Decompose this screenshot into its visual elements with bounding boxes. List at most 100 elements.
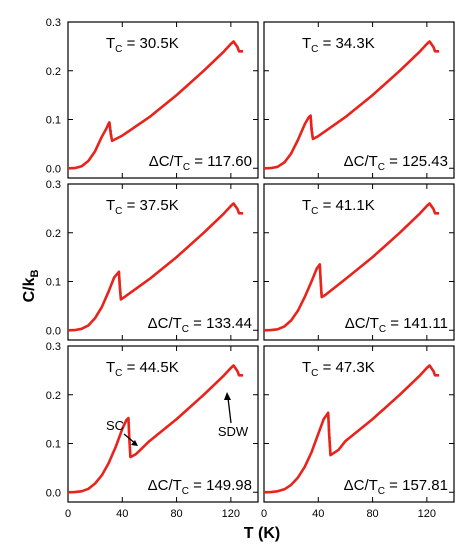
y-tick-label: 0.2: [46, 228, 61, 240]
x-tick-label: 0: [261, 508, 267, 520]
y-tick-label: 0.0: [46, 163, 61, 175]
tc-subscript: C: [115, 44, 122, 55]
heat-capacity-curve: [67, 202, 244, 332]
y-tick-label: 0.3: [46, 341, 61, 353]
ratio-subscript: C: [379, 324, 386, 335]
x-tick-label: 80: [170, 508, 182, 520]
transition-drop: [318, 264, 323, 298]
tc-label: TC = 34.3K: [302, 35, 375, 55]
x-tick-label: 120: [418, 508, 436, 520]
heat-capacity-curve: [67, 40, 244, 170]
heat-capacity-curve: [263, 364, 440, 494]
y-tick-label: 0.2: [46, 390, 61, 402]
heat-capacity-curve: [67, 364, 244, 494]
ratio-subscript: C: [183, 162, 190, 173]
tc-subscript: C: [115, 206, 122, 217]
sc-arrow-head: [131, 440, 138, 446]
x-axis-label: T (K): [244, 525, 280, 542]
tc-symbol: T: [106, 35, 115, 52]
tc-value: = 41.1K: [318, 197, 374, 214]
x-tick-label: 0: [65, 508, 71, 520]
tc-value: = 47.3K: [318, 359, 374, 376]
tc-value: = 34.3K: [318, 35, 374, 52]
tc-symbol: T: [302, 197, 311, 214]
panel-frame: [263, 345, 455, 503]
tc-value: = 37.5K: [122, 197, 178, 214]
y-axis-label-sub: B: [29, 270, 41, 278]
x-tick-label: 40: [312, 508, 324, 520]
tc-subscript: C: [311, 44, 318, 55]
tc-subscript: C: [311, 206, 318, 217]
ratio-subscript: C: [378, 486, 385, 497]
ratio-value: = 125.43: [385, 153, 448, 170]
ratio-value: = 117.60: [190, 153, 252, 170]
transition-drop: [108, 122, 114, 142]
ratio-symbol: ΔC/T: [149, 153, 183, 170]
tc-label: TC = 47.3K: [302, 359, 375, 379]
y-tick-label: 0.2: [46, 66, 61, 78]
tc-label: TC = 44.5K: [106, 359, 179, 379]
transition-drop: [326, 412, 332, 456]
y-tick-label: 0.0: [46, 325, 61, 337]
sdw-arrow: [227, 397, 232, 424]
ratio-subscript: C: [182, 486, 189, 497]
y-tick-label: 0.3: [46, 17, 61, 29]
tc-symbol: T: [302, 359, 311, 376]
tc-subscript: C: [311, 368, 318, 379]
panel-frame: [263, 21, 455, 179]
ratio-value: = 157.81: [385, 477, 448, 494]
y-tick-label: 0.3: [46, 179, 61, 191]
sdw-annotation: SDW: [218, 424, 249, 439]
tc-symbol: T: [106, 197, 115, 214]
x-tick-label: 120: [222, 508, 240, 520]
delta-c-ratio-label: ΔC/TC = 141.11: [345, 315, 448, 335]
y-tick-label: 0.0: [46, 487, 61, 499]
panel-frame: [263, 183, 455, 341]
tc-symbol: T: [106, 359, 115, 376]
tc-label: TC = 41.1K: [302, 197, 375, 217]
y-axis-label: C/kB: [21, 270, 41, 303]
ratio-value: = 141.11: [386, 315, 448, 332]
x-tick-label: 80: [366, 508, 378, 520]
ratio-symbol: ΔC/T: [344, 153, 378, 170]
y-axis-label-main: C/k: [21, 277, 38, 302]
ratio-symbol: ΔC/T: [344, 477, 378, 494]
tc-label: TC = 37.5K: [106, 197, 179, 217]
transition-drop: [117, 271, 123, 300]
delta-c-ratio-label: ΔC/TC = 125.43: [344, 153, 448, 173]
sdw-arrow-head: [224, 392, 231, 400]
panel-frame: [67, 21, 259, 179]
ratio-subscript: C: [378, 162, 385, 173]
tc-label: TC = 30.5K: [106, 35, 179, 55]
panel-frame: [67, 345, 259, 503]
tc-value: = 30.5K: [122, 35, 178, 52]
ratio-value: = 149.98: [189, 477, 252, 494]
delta-c-ratio-label: ΔC/TC = 157.81: [344, 477, 448, 497]
tc-symbol: T: [302, 35, 311, 52]
delta-c-ratio-label: ΔC/TC = 149.98: [148, 477, 252, 497]
y-tick-label: 0.1: [46, 115, 61, 127]
ratio-symbol: ΔC/T: [148, 315, 182, 332]
ratio-value: = 133.44: [189, 315, 252, 332]
heat-capacity-curve: [263, 202, 440, 332]
x-tick-label: 40: [116, 508, 128, 520]
heat-capacity-curve: [263, 40, 440, 170]
delta-c-ratio-label: ΔC/TC = 117.60: [149, 153, 252, 173]
delta-c-ratio-label: ΔC/TC = 133.44: [148, 315, 252, 335]
tc-subscript: C: [115, 368, 122, 379]
y-tick-label: 0.1: [46, 439, 61, 451]
ratio-subscript: C: [182, 324, 189, 335]
sc-annotation: SC: [106, 418, 124, 433]
panel-frame: [67, 183, 259, 341]
y-tick-label: 0.1: [46, 277, 61, 289]
ratio-symbol: ΔC/T: [148, 477, 182, 494]
ratio-symbol: ΔC/T: [345, 315, 379, 332]
